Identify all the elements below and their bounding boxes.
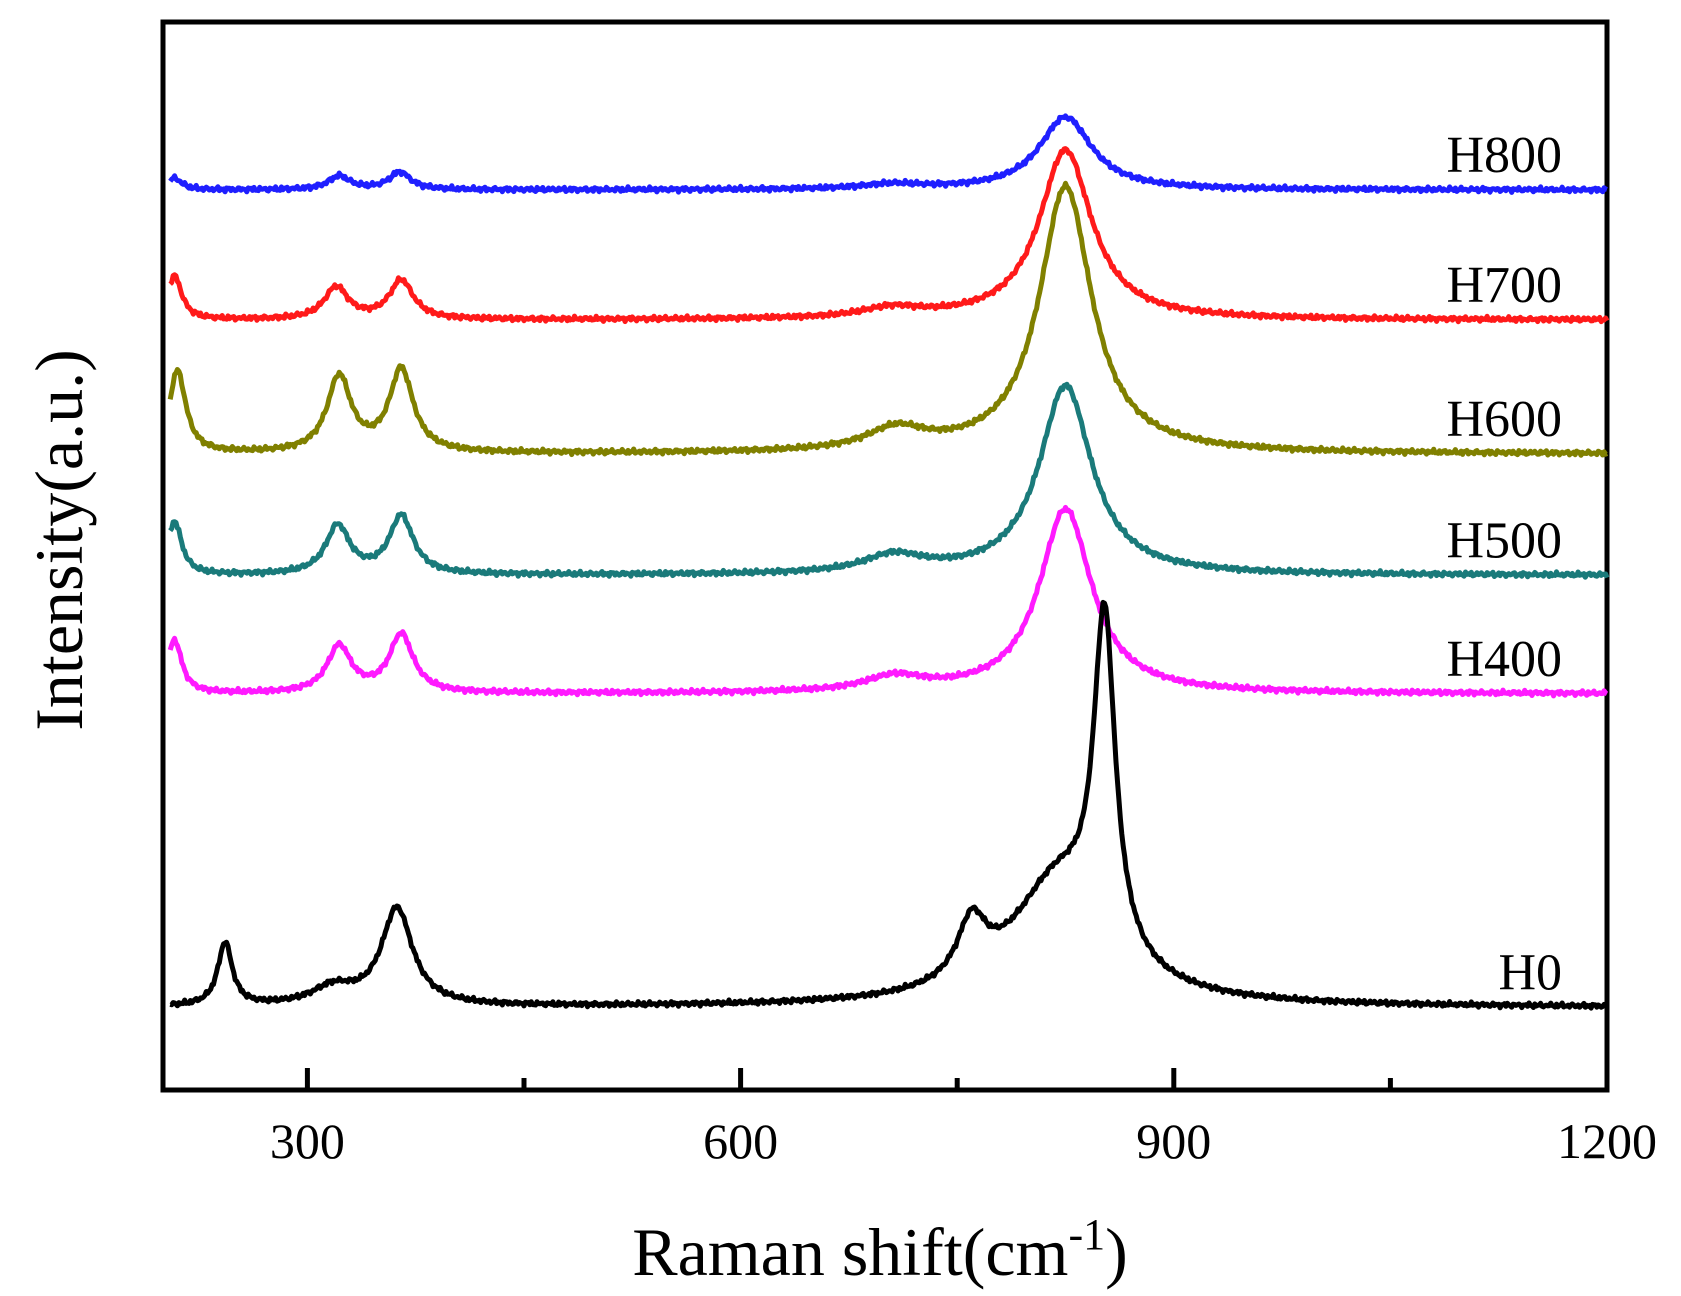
x-axis-tick-labels: 300 600 900 1200 [270,1113,1657,1169]
series-label-h800: H800 [1446,127,1562,184]
x-tick-label: 300 [270,1113,345,1169]
series-label-h700: H700 [1446,257,1562,314]
series-label-h0: H0 [1498,944,1562,1001]
x-axis-title-superscript: -1 [1068,1210,1105,1259]
series-label-h500: H500 [1446,512,1562,569]
x-axis-title-main: Raman shift(cm [632,1214,1068,1290]
x-axis-title: Raman shift(cm-1) [632,1210,1128,1290]
plot-frame [160,19,1610,1093]
series-label-h600: H600 [1446,391,1562,448]
series-label-h400: H400 [1446,631,1562,688]
x-tick-label: 900 [1136,1113,1211,1169]
x-tick-label: 1200 [1557,1113,1657,1169]
series-line-h400 [167,504,1609,699]
y-axis-title: Intensity(a.u.) [21,349,97,730]
series-line-h700 [168,146,1610,325]
x-tick-label: 600 [703,1113,778,1169]
series-line-h800 [168,113,1609,195]
series-line-h500 [168,381,1610,580]
series-labels: H800 H700 H600 H500 H400 H0 [1446,127,1562,1002]
x-axis-ticks [304,1068,1610,1090]
series-line-h600 [167,180,1609,458]
series-lines [167,113,1610,1011]
x-axis-title-close: ) [1105,1214,1128,1290]
series-line-h0 [169,599,1610,1011]
